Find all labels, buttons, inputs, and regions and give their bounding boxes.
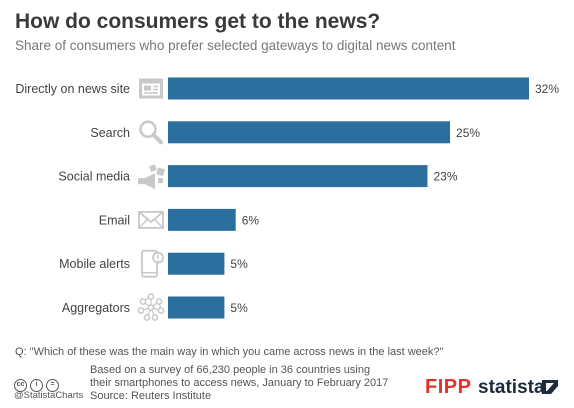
envelope-icon [138,210,164,229]
category-label: Mobile alerts [59,257,130,271]
data-label: 5% [230,257,248,271]
bar [168,252,225,275]
data-label: 5% [230,301,248,315]
bar [168,77,529,100]
bar [168,296,225,319]
category-label: Email [99,213,130,227]
footnote: Based on a survey of 66,230 people in 36… [90,364,388,403]
bar [168,121,451,144]
creative-commons-icons: cc i = [14,373,62,392]
chart-subtitle: Share of consumers who prefer selected g… [15,38,456,53]
browser-window-icon [139,78,163,99]
statista-logo-mark-icon [542,380,558,394]
footnote-line-1: Based on a survey of 66,230 people in 36… [90,364,371,376]
footnote-line-2: their smartphones to access news, Januar… [90,377,389,389]
chart-title: How do consumers get to the news? [15,10,381,33]
bar [168,208,236,231]
megaphone-icon [138,164,165,190]
survey-question: Q: "Which of these was the main way in w… [15,346,444,358]
network-icon [137,293,165,321]
data-label: 6% [242,213,260,227]
no-derivatives-icon: = [46,379,59,392]
data-label: 23% [433,170,457,184]
data-label: 25% [456,126,480,140]
source-line: Source: Reuters Institute [90,390,212,402]
data-label: 32% [535,82,559,96]
statista-logo: statista [478,377,545,398]
smartphone-icon [141,249,164,278]
bar-chart: Directly on news site 32% Search 25% Social … [15,77,559,321]
magnifier-icon [139,120,163,145]
category-label: Search [90,126,130,140]
category-label: Social media [58,170,130,184]
fipp-logo: FIPP [425,376,472,398]
attribution-icon: i [30,379,43,392]
category-label: Directly on news site [15,82,130,96]
bar [168,165,428,188]
statista-handle: @StatistaCharts [14,390,84,401]
category-label: Aggregators [62,301,130,315]
cc-icon: cc [14,379,27,392]
